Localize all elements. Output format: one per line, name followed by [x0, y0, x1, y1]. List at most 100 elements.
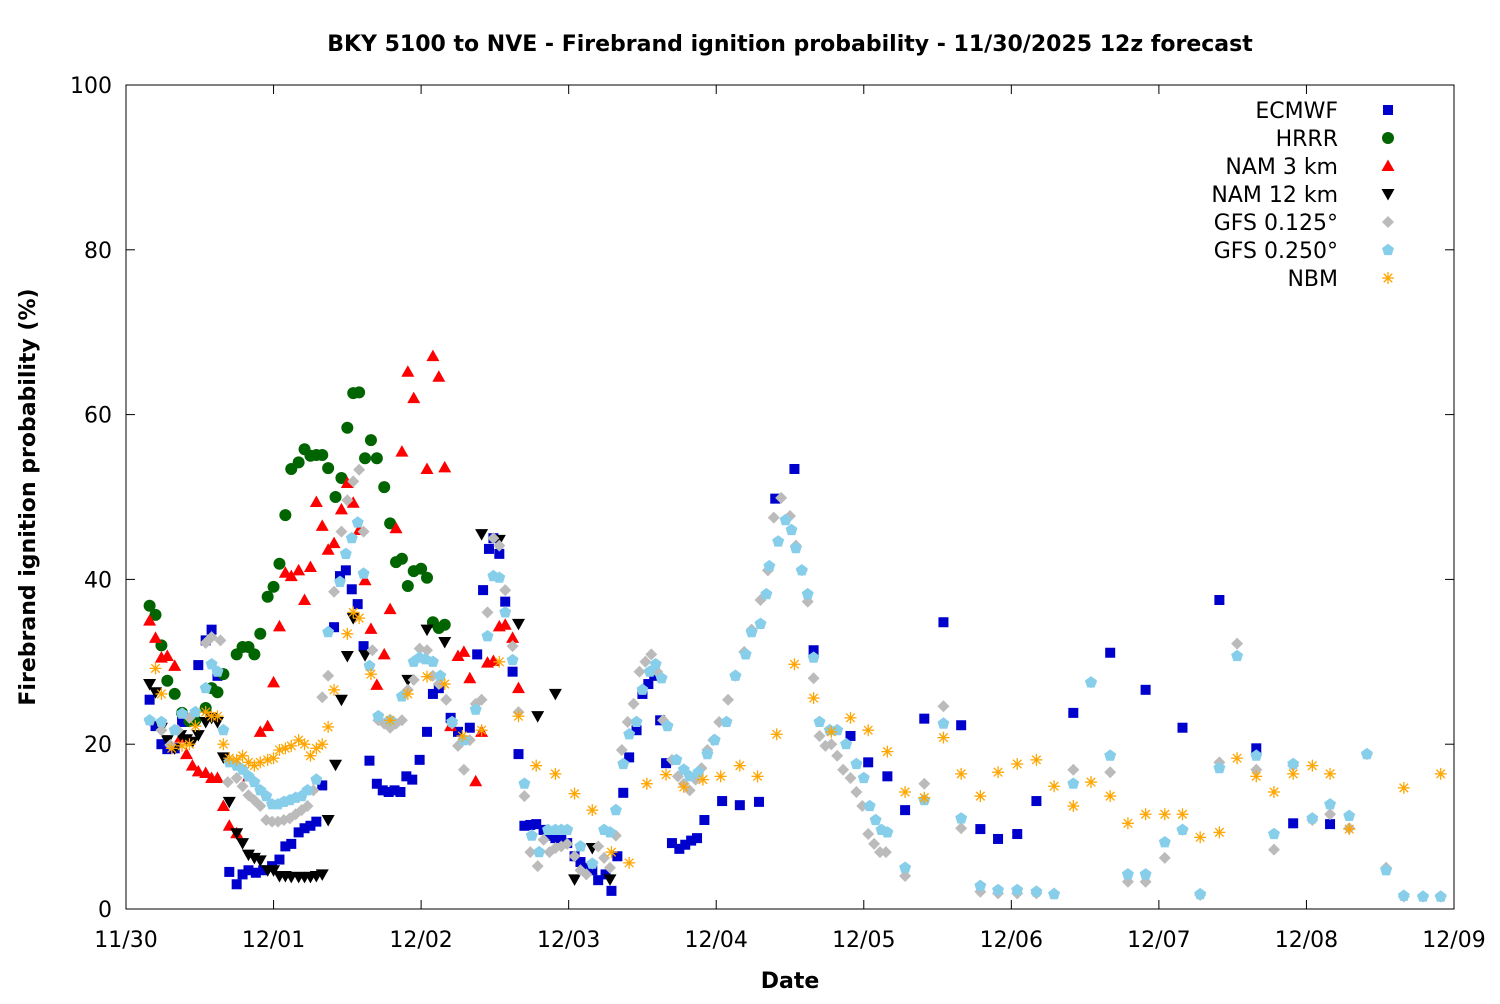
- data-point: [421, 571, 434, 584]
- y-tick-label: 20: [84, 733, 112, 758]
- data-point: [315, 869, 329, 881]
- data-point: [518, 790, 531, 803]
- x-tick-label: 12/03: [537, 928, 600, 953]
- data-point: [550, 833, 561, 844]
- data-point: [316, 691, 329, 704]
- data-point: [451, 649, 465, 662]
- data-point: [863, 799, 876, 812]
- data-point: [831, 749, 844, 762]
- data-point: [899, 785, 912, 798]
- data-point: [358, 641, 369, 652]
- legend-label: ECMWF: [1255, 99, 1338, 124]
- data-point: [426, 349, 440, 362]
- data-point: [301, 800, 314, 812]
- data-point: [1213, 826, 1226, 839]
- data-point: [1067, 777, 1080, 789]
- data-point: [666, 838, 677, 849]
- data-point: [1251, 743, 1262, 754]
- legend-marker: [1382, 243, 1394, 256]
- data-point: [261, 719, 275, 732]
- data-point: [221, 776, 234, 789]
- legend-label: NAM 12 km: [1211, 183, 1338, 208]
- data-point: [383, 786, 394, 797]
- data-point: [1158, 808, 1171, 821]
- data-point: [1105, 647, 1116, 658]
- data-point: [1067, 800, 1080, 812]
- data-point: [301, 784, 314, 796]
- data-point: [143, 599, 156, 612]
- data-point: [236, 763, 249, 775]
- data-point: [937, 717, 950, 729]
- y-tick-label: 0: [98, 898, 112, 923]
- data-point: [211, 710, 224, 723]
- data-point: [807, 692, 820, 705]
- data-point: [493, 539, 506, 552]
- data-point: [717, 796, 728, 807]
- data-point: [191, 730, 205, 742]
- data-point: [993, 833, 1004, 844]
- data-point: [211, 686, 224, 699]
- data-point: [813, 715, 826, 727]
- data-point: [692, 833, 703, 844]
- data-point: [248, 775, 261, 788]
- data-point: [631, 725, 642, 736]
- data-point: [222, 796, 236, 809]
- data-point: [177, 716, 188, 727]
- data-point: [511, 681, 525, 694]
- y-tick-label: 60: [84, 404, 112, 429]
- series-nam-3-km: [143, 349, 525, 839]
- data-point: [217, 738, 230, 751]
- data-point: [760, 587, 773, 600]
- data-point: [347, 606, 360, 619]
- data-point: [1048, 887, 1061, 900]
- data-point: [512, 710, 525, 723]
- data-point: [395, 714, 408, 727]
- data-point: [364, 755, 375, 766]
- data-point: [586, 804, 599, 817]
- data-point: [346, 584, 357, 595]
- data-point: [956, 720, 967, 731]
- data-point: [205, 658, 218, 670]
- data-point: [389, 785, 400, 796]
- x-tick-label: 12/09: [1422, 928, 1485, 953]
- data-point: [1158, 851, 1171, 864]
- data-point: [636, 683, 649, 695]
- data-point: [144, 694, 155, 705]
- data-point: [845, 730, 856, 741]
- data-point: [568, 850, 581, 863]
- data-point: [882, 771, 893, 782]
- data-point: [420, 462, 434, 474]
- data-point: [377, 647, 391, 660]
- x-axis-label: Date: [761, 969, 820, 994]
- data-point: [519, 820, 530, 831]
- data-point: [334, 575, 346, 587]
- data-point: [1324, 798, 1336, 810]
- data-point: [211, 665, 224, 677]
- data-point: [384, 714, 397, 727]
- data-point: [494, 548, 505, 559]
- x-tick-label: 12/07: [1127, 928, 1190, 953]
- data-point: [469, 774, 483, 787]
- data-point: [299, 823, 310, 834]
- data-point: [1012, 829, 1023, 840]
- data-point: [427, 688, 438, 699]
- data-point: [351, 516, 364, 528]
- x-tick-label: 12/02: [389, 928, 452, 953]
- data-point: [677, 781, 690, 794]
- data-point: [603, 861, 616, 874]
- data-point: [316, 448, 329, 461]
- data-point: [1306, 759, 1319, 772]
- legend-marker: [1381, 189, 1395, 201]
- data-point: [1434, 890, 1447, 902]
- legend-label: NAM 3 km: [1225, 155, 1338, 180]
- data-point: [1067, 763, 1080, 776]
- data-point: [414, 754, 425, 765]
- data-point: [407, 391, 421, 404]
- data-point: [328, 683, 341, 696]
- data-point: [401, 771, 412, 782]
- data-point: [1104, 790, 1117, 803]
- data-point: [844, 771, 857, 784]
- data-point: [754, 617, 767, 629]
- data-point: [272, 619, 286, 632]
- data-point: [525, 819, 536, 830]
